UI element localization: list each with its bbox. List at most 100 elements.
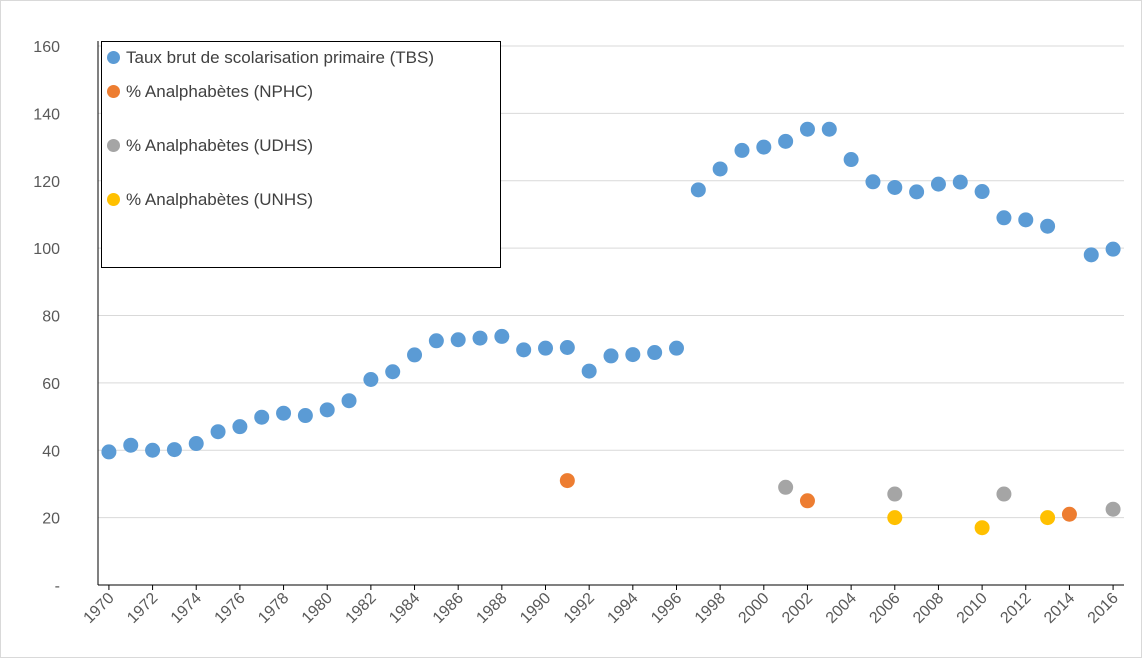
data-point [865, 174, 881, 190]
data-point [996, 210, 1012, 226]
data-point [319, 402, 335, 418]
legend-item: % Analphabètes (UNHS) [107, 188, 492, 212]
data-point [428, 333, 444, 349]
x-tick-label: 1998 [692, 590, 729, 627]
data-point [341, 393, 357, 409]
data-point [559, 473, 575, 489]
data-point [385, 364, 401, 380]
x-tick-label: 2008 [910, 590, 947, 627]
data-point [494, 328, 510, 344]
legend-item: Taux brut de scolarisation primaire (TBS… [107, 46, 492, 70]
x-tick-label: 1988 [473, 590, 510, 627]
legend: Taux brut de scolarisation primaire (TBS… [101, 41, 501, 268]
data-point [559, 340, 575, 356]
data-point [668, 340, 684, 356]
data-point [407, 347, 423, 363]
x-tick-label: 2016 [1085, 590, 1122, 627]
legend-label: Taux brut de scolarisation primaire (TBS… [126, 48, 435, 67]
data-point [778, 133, 794, 149]
y-tick-label: 160 [33, 39, 60, 56]
x-tick-label: 2004 [823, 590, 860, 627]
data-point [734, 142, 750, 158]
data-point [472, 330, 488, 346]
data-point [799, 121, 815, 137]
y-tick-label: 60 [42, 376, 60, 393]
legend-item: % Analphabètes (UDHS) [107, 134, 492, 158]
x-tick-label: 2000 [735, 590, 772, 627]
data-point [1083, 247, 1099, 263]
legend-marker [107, 193, 120, 206]
data-point [647, 345, 663, 361]
data-point [145, 442, 161, 458]
data-point [538, 340, 554, 356]
x-tick-label: 2012 [997, 590, 1034, 627]
legend-marker [107, 139, 120, 152]
data-point [254, 409, 270, 425]
data-point [974, 520, 990, 536]
data-point [996, 486, 1012, 502]
data-point [756, 139, 772, 155]
data-point [778, 479, 794, 495]
legend-item: % Analphabètes (NPHC) [107, 80, 492, 104]
x-tick-label: 1986 [430, 590, 467, 627]
data-point [843, 152, 859, 168]
data-point [887, 486, 903, 502]
x-tick-label: 1974 [168, 590, 205, 627]
data-point [603, 348, 619, 364]
data-point [123, 437, 139, 453]
data-point [690, 182, 706, 198]
x-tick-label: 1980 [299, 590, 336, 627]
data-point [581, 363, 597, 379]
x-tick-label: 1976 [212, 590, 249, 627]
y-tick-label: 100 [33, 241, 60, 258]
data-point [1018, 212, 1034, 228]
data-point [1040, 510, 1056, 526]
data-point [1105, 241, 1121, 257]
legend-label: % Analphabètes (UNHS) [126, 190, 314, 209]
data-point [1105, 501, 1121, 517]
y-tick-label: 120 [33, 174, 60, 191]
x-tick-label: 1990 [517, 590, 554, 627]
x-tick-label: 2006 [866, 590, 903, 627]
y-tick-label: - [55, 578, 60, 595]
x-tick-label: 1996 [648, 590, 685, 627]
y-tick-label: 140 [33, 106, 60, 123]
data-point [1040, 218, 1056, 234]
data-point [821, 121, 837, 137]
y-tick-label: 40 [42, 443, 60, 460]
legend-marker [107, 85, 120, 98]
x-tick-label: 1984 [386, 590, 423, 627]
x-tick-label: 1992 [561, 590, 598, 627]
data-point [232, 419, 248, 435]
data-point [450, 332, 466, 348]
x-tick-label: 2014 [1041, 590, 1078, 627]
data-point [276, 405, 292, 421]
data-point [363, 372, 379, 388]
data-point [909, 184, 925, 200]
data-point [297, 408, 313, 424]
data-point [188, 436, 204, 452]
data-point [166, 442, 182, 458]
data-point [625, 347, 641, 363]
data-point [1061, 506, 1077, 522]
x-tick-label: 2010 [954, 590, 991, 627]
data-point [887, 179, 903, 195]
x-tick-label: 1972 [124, 590, 161, 627]
data-point [930, 176, 946, 192]
data-point [887, 510, 903, 526]
y-tick-label: 20 [42, 511, 60, 528]
data-point [210, 424, 226, 440]
x-tick-label: 2002 [779, 590, 816, 627]
legend-label: % Analphabètes (NPHC) [126, 82, 314, 101]
x-tick-label: 1970 [81, 590, 118, 627]
data-point [712, 161, 728, 177]
data-point [516, 342, 532, 358]
legend-label: % Analphabètes (UDHS) [126, 136, 314, 155]
x-tick-label: 1994 [604, 590, 641, 627]
data-point [101, 444, 117, 460]
x-tick-label: 1978 [255, 590, 292, 627]
data-point [799, 493, 815, 509]
